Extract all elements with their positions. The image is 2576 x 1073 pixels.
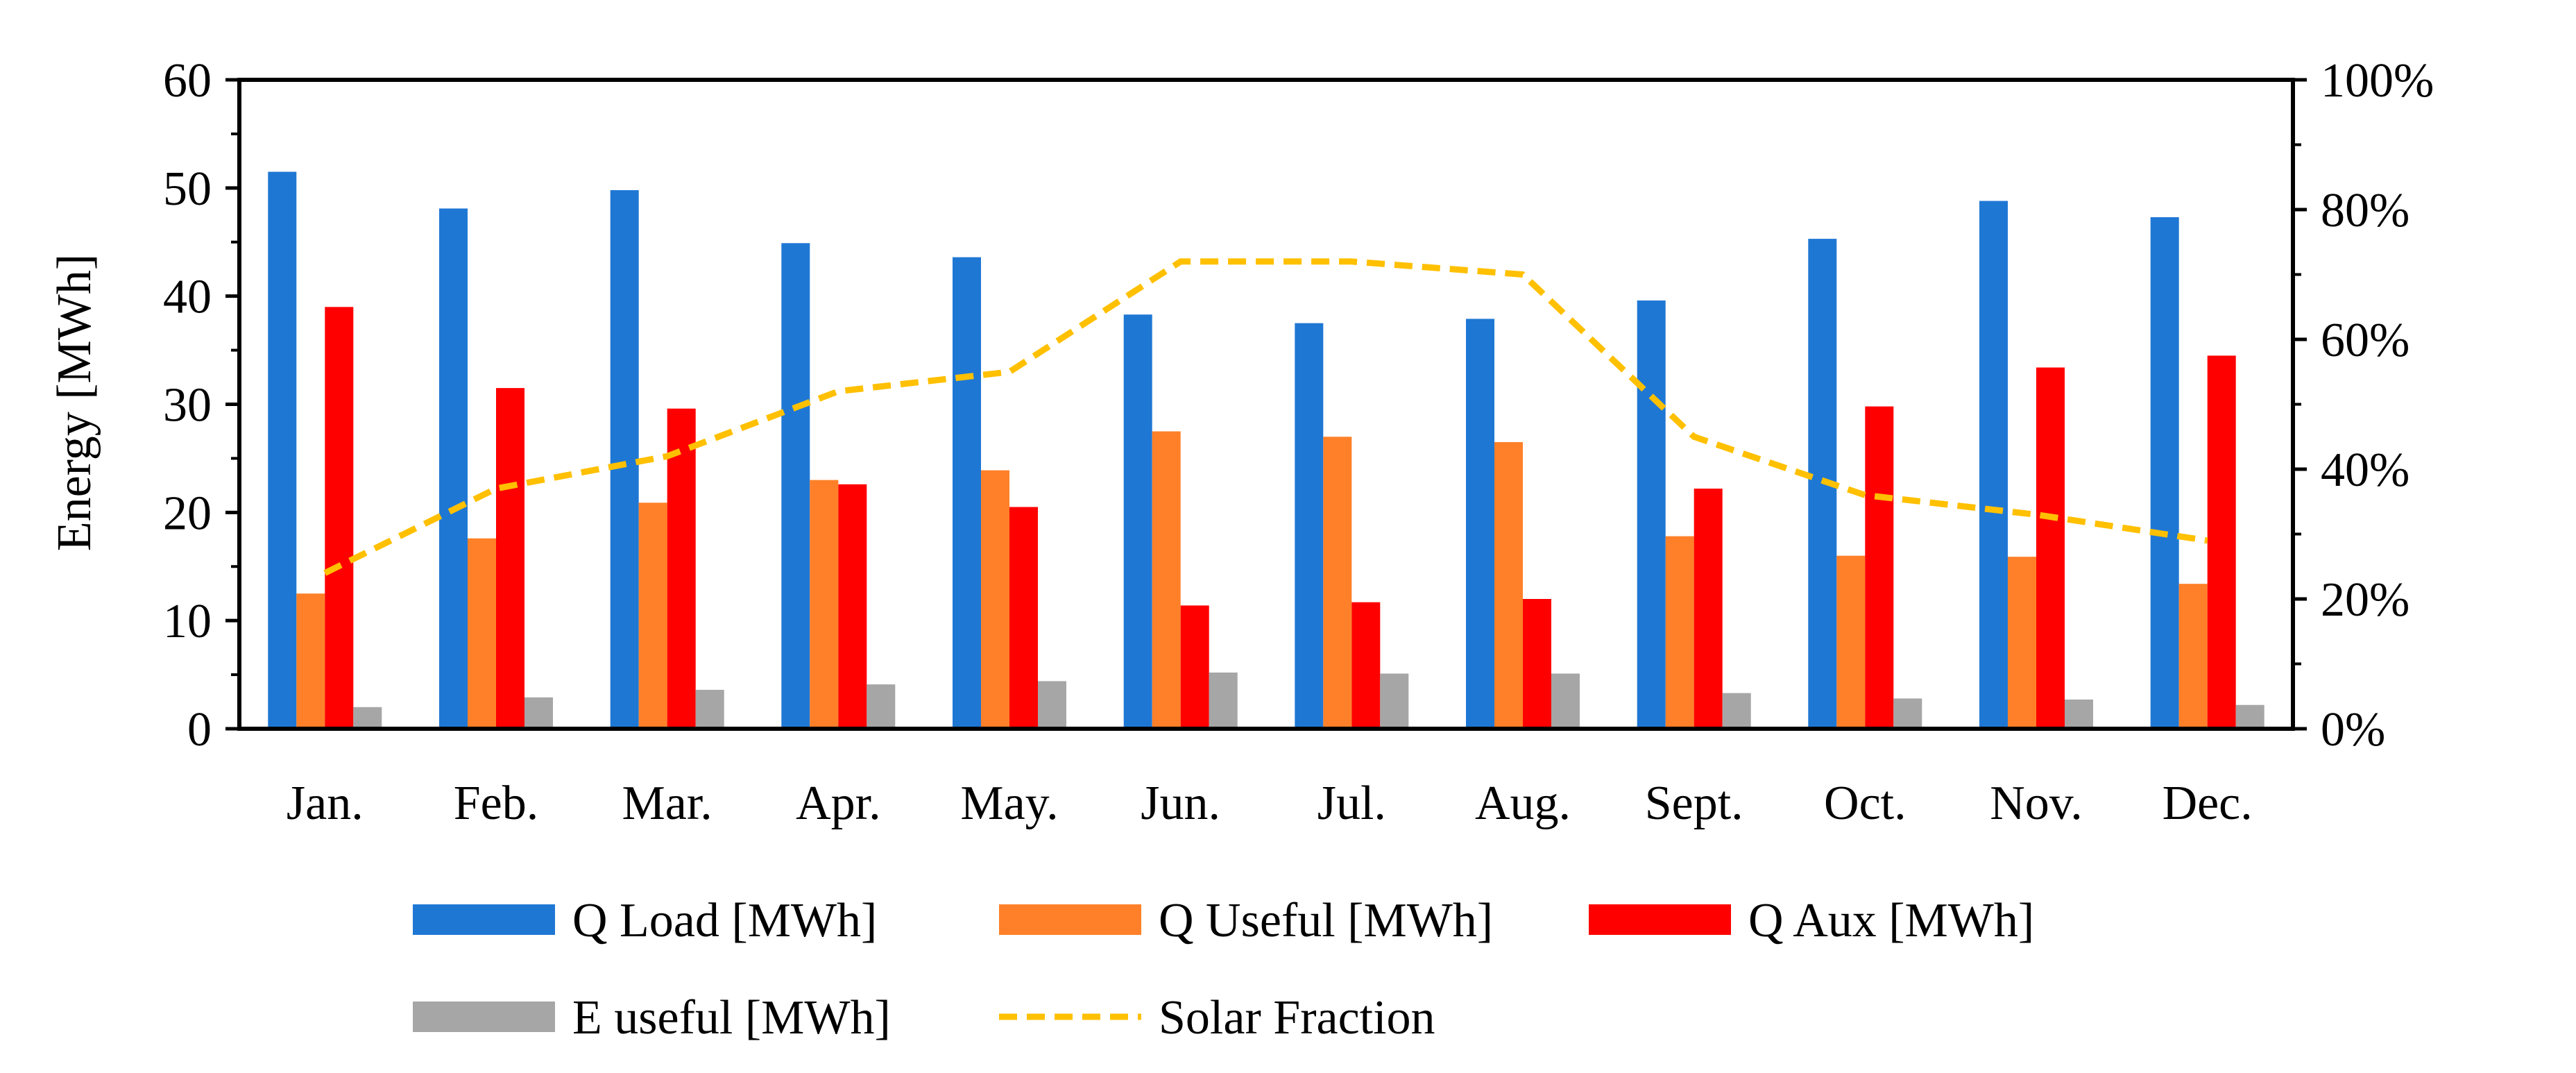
bar-q-aux-dec xyxy=(2207,355,2236,729)
bar-q-useful-nov xyxy=(2008,557,2036,729)
bar-q-aux-apr xyxy=(838,484,867,729)
bar-e-useful-may xyxy=(1038,681,1066,729)
x-tick-label: Jan. xyxy=(287,777,364,830)
bars-layer xyxy=(268,171,2264,729)
legend-swatch xyxy=(999,904,1141,935)
bar-e-useful-mar xyxy=(695,689,724,729)
x-tick-label: Jun. xyxy=(1141,777,1220,830)
y-tick-label: 40 xyxy=(163,271,212,324)
x-tick-label: Dec. xyxy=(2163,777,2253,830)
x-tick-label: Jul. xyxy=(1317,777,1386,830)
x-tick-label: May. xyxy=(960,777,1058,830)
y2-tick-label: 20% xyxy=(2321,573,2409,627)
bar-q-load-feb xyxy=(439,208,468,729)
bar-q-load-mar xyxy=(610,190,639,729)
bar-e-useful-apr xyxy=(867,684,896,729)
bar-e-useful-nov xyxy=(2065,699,2093,729)
legend-label: Q Aux [MWh] xyxy=(1748,894,2034,947)
bar-q-useful-feb xyxy=(468,538,496,729)
bar-q-load-jan xyxy=(268,171,297,729)
y-tick-label: 30 xyxy=(163,379,212,432)
legend-swatch xyxy=(413,904,555,935)
bar-q-useful-dec xyxy=(2178,584,2208,729)
bar-q-useful-may xyxy=(981,470,1009,729)
x-tick-label: Mar. xyxy=(622,777,713,830)
bar-e-useful-aug xyxy=(1551,673,1580,729)
y2-tick-label: 80% xyxy=(2321,184,2409,237)
bar-q-aux-aug xyxy=(1523,599,1551,729)
bar-e-useful-jan xyxy=(353,707,382,729)
y-tick-label: 10 xyxy=(163,595,212,648)
legend-item: Q Load [MWh] xyxy=(413,894,877,947)
bar-e-useful-dec xyxy=(2235,704,2264,729)
bar-q-useful-aug xyxy=(1494,442,1523,729)
bar-e-useful-jun xyxy=(1209,673,1238,729)
legend-item: Q Aux [MWh] xyxy=(1589,894,2034,947)
legend-swatch xyxy=(413,1002,555,1032)
bar-q-load-nov xyxy=(1979,201,2008,729)
bar-q-load-jul xyxy=(1295,323,1324,729)
bar-q-aux-mar xyxy=(667,408,696,729)
bar-e-useful-oct xyxy=(1893,698,1922,729)
y2-tick-label: 100% xyxy=(2321,54,2434,108)
x-tick-label: Aug. xyxy=(1475,777,1571,830)
bar-q-useful-jul xyxy=(1323,437,1352,729)
legend-label: Q Useful [MWh] xyxy=(1159,894,1493,947)
x-tick-label: Feb. xyxy=(454,777,539,830)
bar-q-aux-may xyxy=(1009,507,1038,729)
bar-q-aux-nov xyxy=(2036,367,2065,729)
legend: Q Load [MWh] Q Useful [MWh] Q Aux [MWh] E u… xyxy=(413,894,2034,1045)
ticks-layer: 0 10 20 30 40 50 60 0% 20% 40% 60% 80% 100% Jan. Feb. M… xyxy=(163,54,2434,830)
x-tick-label: Apr. xyxy=(796,777,881,830)
bar-q-useful-oct xyxy=(1836,555,1866,729)
y-axis-title: Energy [MWh] xyxy=(48,254,101,551)
bar-e-useful-sept xyxy=(1722,693,1751,729)
bar-q-aux-feb xyxy=(496,388,524,729)
bar-q-load-jun xyxy=(1123,314,1152,729)
y-tick-label: 50 xyxy=(163,162,212,216)
legend-item: Solar Fraction xyxy=(999,991,1435,1045)
bar-q-useful-apr xyxy=(810,480,839,729)
y-tick-label: 60 xyxy=(163,54,212,108)
x-tick-label: Sept. xyxy=(1645,777,1743,830)
y2-tick-label: 40% xyxy=(2321,443,2409,497)
bar-q-aux-sept xyxy=(1694,489,1723,729)
bar-q-load-dec xyxy=(2150,217,2179,729)
bar-e-useful-feb xyxy=(524,697,553,729)
bar-q-load-sept xyxy=(1637,300,1666,729)
y-tick-label: 20 xyxy=(163,487,212,540)
y-tick-label: 0 xyxy=(187,703,212,757)
bar-q-load-apr xyxy=(781,243,810,729)
bar-q-useful-jan xyxy=(296,593,325,729)
line-layer xyxy=(323,258,2208,576)
legend-swatch xyxy=(1589,904,1731,935)
bar-e-useful-jul xyxy=(1380,673,1409,729)
x-tick-label: Oct. xyxy=(1824,777,1907,830)
legend-item: E useful [MWh] xyxy=(413,991,891,1045)
bar-q-load-aug xyxy=(1466,319,1494,729)
bar-q-aux-jul xyxy=(1351,602,1381,729)
bar-q-useful-mar xyxy=(638,502,667,729)
y2-tick-label: 60% xyxy=(2321,314,2409,367)
legend-label: Solar Fraction xyxy=(1159,991,1435,1045)
solar-fraction-line xyxy=(323,258,2208,576)
legend-item: Q Useful [MWh] xyxy=(999,894,1493,947)
bar-q-aux-jan xyxy=(325,307,354,729)
bar-q-useful-sept xyxy=(1665,536,1694,729)
bar-q-aux-oct xyxy=(1865,406,1894,729)
bar-q-useful-jun xyxy=(1152,431,1181,729)
y2-tick-label: 0% xyxy=(2321,703,2385,757)
legend-label: Q Load [MWh] xyxy=(572,894,877,947)
bar-q-aux-jun xyxy=(1180,605,1209,729)
bar-q-load-may xyxy=(953,257,981,729)
x-tick-label: Nov. xyxy=(1990,777,2083,830)
legend-label: E useful [MWh] xyxy=(572,991,891,1045)
